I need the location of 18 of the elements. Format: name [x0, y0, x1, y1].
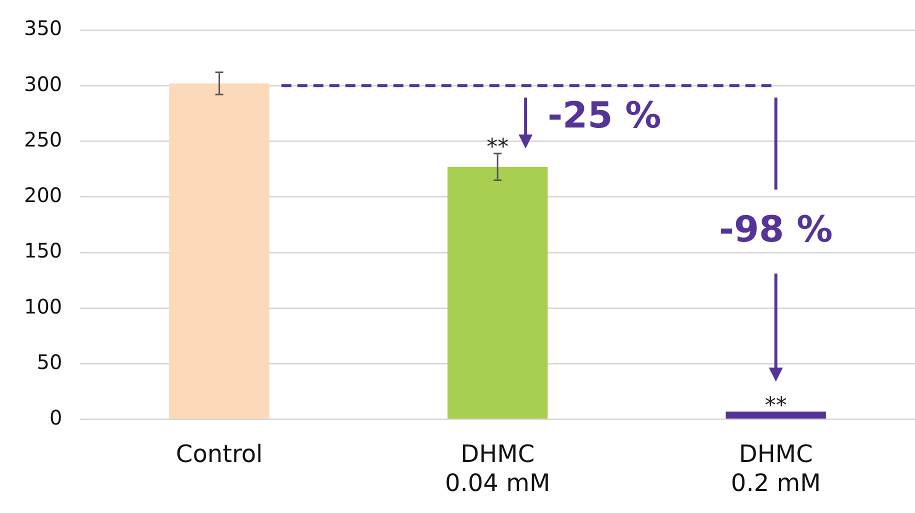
x-tick-label: DHMC 0.2 mM: [730, 440, 821, 497]
x-tick-label: DHMC 0.04 mM: [445, 440, 550, 497]
y-tick-label: 350: [24, 16, 62, 40]
y-tick-label: 100: [24, 294, 62, 318]
bar: [726, 412, 826, 419]
bar: [448, 166, 548, 419]
y-tick-label: 150: [24, 238, 62, 263]
y-tick-label: 0: [49, 406, 62, 430]
annotation: **: [764, 393, 787, 418]
y-tick-label: 50: [36, 350, 62, 374]
annotation: **: [486, 135, 509, 160]
annotation: -98 %: [719, 209, 833, 250]
bar: [169, 83, 270, 419]
y-tick-label: 250: [24, 127, 62, 152]
y-tick-label: 300: [24, 72, 62, 96]
x-tick-label: Control: [176, 440, 263, 468]
y-tick-label: 200: [24, 183, 62, 208]
annotation: -25 %: [548, 95, 662, 136]
